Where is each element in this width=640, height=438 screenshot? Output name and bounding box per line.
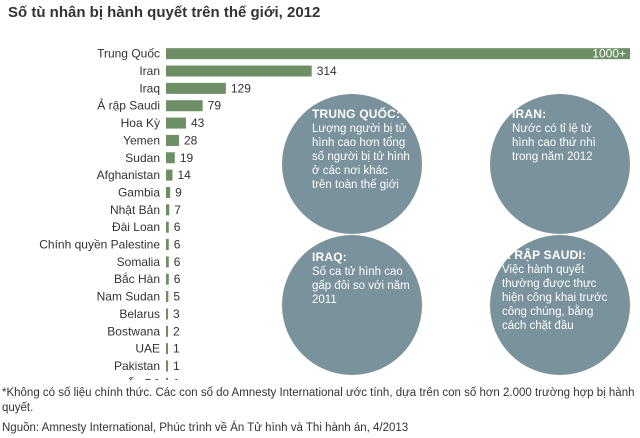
callout-line: cách chặt đầu	[502, 320, 574, 332]
bar	[166, 82, 226, 94]
value-label: 129	[231, 81, 251, 95]
category-label: Iran	[139, 64, 160, 78]
value-label: 14	[177, 168, 191, 182]
callout-title: IRAQ:	[312, 250, 347, 264]
value-label: 43	[191, 116, 205, 130]
category-label: Ả rập Saudi	[97, 98, 160, 113]
category-label: Bostwana	[107, 324, 160, 338]
value-label: 3	[173, 307, 180, 321]
value-label: 6	[174, 255, 181, 269]
callout-line: Số ca tử hình cao	[312, 266, 403, 278]
category-label: Yemen	[123, 133, 160, 147]
bar	[166, 308, 168, 320]
callout-line: hình cao thứ nhì	[512, 137, 596, 149]
bar	[166, 117, 186, 129]
value-label: 5	[173, 290, 180, 304]
category-label: Gambia	[118, 185, 160, 199]
bar	[166, 273, 169, 285]
bar	[166, 256, 169, 268]
category-label: Trung Quốc	[97, 47, 160, 61]
value-label: 6	[174, 220, 181, 234]
callout-body: Việc hành quyết thường được thực hiện cô…	[502, 263, 620, 333]
bar	[166, 325, 168, 337]
callout-body: Lượng người bị tử hình cao hơn tổng số n…	[312, 122, 412, 192]
value-label: 314	[317, 64, 337, 78]
callout-line: số người bị tử hình	[312, 151, 410, 163]
callout-iran: IRAN: Nước có tỉ lệ tử hình cao thứ nhì …	[490, 94, 630, 234]
bar	[166, 134, 179, 146]
category-label: Chính quyền Palestine	[39, 238, 160, 252]
value-label: 19	[180, 151, 194, 165]
category-label: Pakistan	[114, 359, 160, 373]
callout-body: Nước có tỉ lệ tử hình cao thứ nhì trong …	[512, 122, 620, 164]
category-label: Nam Sudan	[97, 290, 160, 304]
bar	[166, 100, 203, 112]
bar	[166, 360, 168, 372]
callout-china: TRUNG QUỐC: Lượng người bị tử hình cao h…	[282, 94, 422, 234]
callout-line: thường được thực	[502, 278, 597, 290]
callout-title: TRUNG QUỐC:	[312, 107, 401, 121]
category-label: Hoa Kỳ	[121, 116, 160, 130]
callout-line: 2011	[312, 294, 337, 306]
bar	[166, 377, 168, 380]
category-label: Somalia	[117, 255, 161, 269]
category-label: Đài Loan	[112, 220, 160, 234]
callout-line: hiện công khai trước	[502, 292, 608, 304]
category-label: Afghanistan	[97, 168, 160, 182]
value-label: 6	[174, 238, 181, 252]
value-label: 28	[184, 133, 198, 147]
value-label: 9	[175, 185, 182, 199]
value-label: 1000+	[592, 47, 626, 61]
callout-line: Việc hành quyết	[502, 264, 585, 276]
callout-line: hình cao hơn tổng	[312, 137, 406, 149]
value-label: 2	[173, 324, 180, 338]
callout-body: Số ca tử hình cao gấp đôi so với năm 201…	[312, 265, 412, 307]
callout-line: trên toàn thế giới	[312, 179, 399, 191]
bar	[166, 186, 171, 198]
bar	[166, 169, 173, 181]
category-label: Iraq	[139, 81, 160, 95]
bar	[166, 221, 169, 233]
category-label: Bắc Hàn	[114, 271, 160, 286]
callout-line: Lượng người bị tử	[312, 123, 407, 135]
source-note: Nguồn: Amnesty International, Phúc trình…	[2, 422, 409, 434]
callout-line: trong năm 2012	[512, 151, 593, 163]
value-label: 1	[173, 342, 180, 356]
callout-line: Nước có tỉ lệ tử	[512, 123, 592, 135]
bar	[166, 204, 170, 216]
bar	[166, 291, 169, 303]
callout-line: ở các nơi khác	[312, 165, 388, 177]
category-label: Ấn Độ	[127, 375, 161, 380]
bar	[166, 65, 312, 77]
callout-title: Ả RẬP SAUDI:	[502, 248, 587, 262]
category-label: Nhật Bản	[110, 203, 160, 217]
value-label: 1	[173, 359, 180, 373]
callout-saudi-arabia: Ả RẬP SAUDI: Việc hành quyết thường được…	[490, 235, 630, 375]
value-label: 79	[208, 99, 222, 113]
callout-line: công chúng, bằng	[502, 306, 594, 318]
callout-iraq: IRAQ: Số ca tử hình cao gấp đôi so với n…	[282, 235, 422, 375]
bar	[166, 343, 168, 355]
value-label: 6	[174, 272, 181, 286]
bar	[166, 239, 169, 251]
bar	[166, 48, 630, 60]
category-label: Belarus	[119, 307, 160, 321]
category-label: UAE	[135, 342, 160, 356]
bar	[166, 152, 175, 164]
callout-line: gấp đôi so với năm	[312, 280, 410, 292]
chart-title: Số tù nhân bị hành quyết trên thế giới, …	[8, 4, 321, 21]
category-label: Sudan	[125, 151, 160, 165]
value-label: 7	[174, 203, 181, 217]
footnote: *Không có số liệu chính thức. Các con số…	[2, 387, 635, 414]
value-label: 1	[173, 376, 180, 380]
callout-title: IRAN:	[512, 107, 547, 121]
